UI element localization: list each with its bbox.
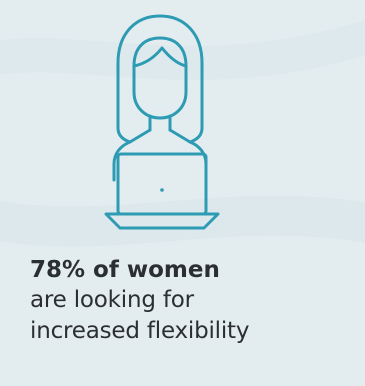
stat-line-2: increased flexibility bbox=[30, 318, 250, 344]
woman-with-laptop-icon bbox=[78, 8, 238, 238]
stat-headline: 78% of women bbox=[30, 257, 220, 283]
stat-line-1: are looking for bbox=[30, 287, 194, 313]
stat-block: 78% of women are looking for increased f… bbox=[30, 255, 350, 347]
